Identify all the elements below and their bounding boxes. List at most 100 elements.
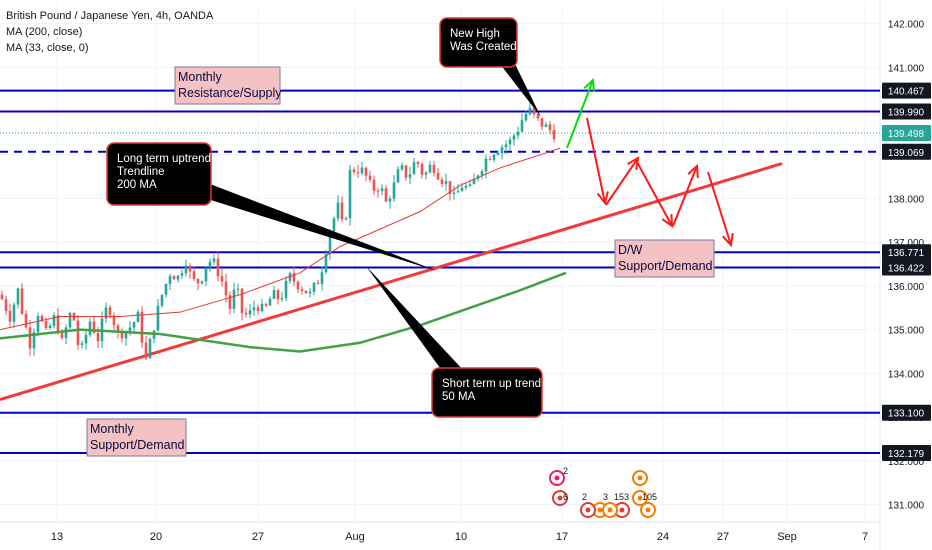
time-tick-label: 10: [455, 531, 467, 543]
price-tick-label: 135.000: [888, 326, 925, 337]
candle-body: [252, 307, 256, 311]
event-dot: [585, 507, 591, 513]
candle-body: [148, 338, 152, 359]
event-dot: [619, 507, 625, 513]
level-price-tag: [882, 244, 931, 261]
candle-body: [88, 321, 92, 335]
candle-body: [368, 175, 372, 180]
candle-body: [524, 114, 528, 121]
candle-body: [272, 290, 276, 299]
candle-body: [228, 295, 232, 309]
candle-body: [144, 342, 148, 359]
candle-body: [168, 276, 172, 284]
event-count-label: 3: [603, 492, 608, 502]
candle-body: [300, 289, 304, 291]
candle-body: [408, 174, 412, 178]
candle-body: [552, 130, 556, 139]
last-price-tag: [882, 125, 931, 142]
time-tick-label: 20: [150, 531, 162, 543]
candle-body: [364, 167, 368, 176]
candle-body: [320, 272, 324, 285]
candle-body: [232, 289, 236, 309]
candle-body: [256, 307, 260, 312]
candle-body: [472, 178, 476, 185]
candle-body: [324, 254, 328, 273]
candle-body: [248, 310, 252, 315]
level-price-tag: [882, 103, 931, 120]
event-dot: [637, 475, 643, 481]
event-dot: [557, 495, 563, 501]
price-tick-label: 134.000: [888, 369, 925, 380]
arrow-head: [687, 163, 699, 179]
candle-body: [84, 334, 88, 344]
candle-body: [544, 124, 548, 127]
candle-body: [188, 265, 192, 272]
monthly-resistance-label-text: Monthly: [178, 70, 223, 84]
candle-body: [352, 169, 356, 173]
candle-body: [484, 158, 488, 172]
price-axis[interactable]: 142.000141.000140.000139.000138.000137.0…: [882, 20, 931, 512]
dw-label-box: [614, 239, 715, 278]
candle-body: [532, 107, 536, 115]
candle-body: [516, 131, 520, 136]
candle-body: [8, 310, 12, 322]
price-tick-label: 141.000: [888, 63, 925, 74]
level-price-tag: [882, 404, 931, 421]
candle-body: [136, 311, 140, 323]
candle-body: [16, 288, 20, 305]
candle-body: [164, 283, 168, 295]
candle-body: [160, 294, 164, 306]
time-tick-label: 24: [657, 531, 669, 543]
candle-body: [496, 152, 500, 155]
time-tick-label: 27: [252, 531, 264, 543]
arrow-head: [596, 191, 609, 206]
chart-legend: British Pound / Japanese Yen, 4h, OANDA …: [6, 8, 213, 56]
event-count-label: 6: [563, 492, 568, 502]
long-term-callout-text: Trendline: [117, 166, 165, 178]
candle-body: [4, 299, 8, 311]
candle-body: [204, 267, 208, 282]
candle-body: [512, 135, 516, 140]
candle-body: [376, 190, 380, 192]
candle-body: [76, 320, 80, 345]
time-tick-label: Sep: [777, 531, 797, 543]
time-axis[interactable]: 13 20 27 Aug 10 17 24 27 Sep 7: [51, 531, 868, 543]
candle-body: [52, 315, 56, 326]
level-price-label: 133.100: [888, 409, 925, 420]
short-term-callout-box: [431, 367, 543, 418]
candle-body: [192, 271, 196, 279]
candle-body: [432, 164, 436, 173]
candle-body: [36, 315, 40, 333]
candle-body: [340, 202, 344, 220]
new-high-callout-box: [439, 17, 518, 68]
candle-body: [156, 305, 160, 331]
candle-body: [296, 281, 300, 290]
new-high-callout-text: New High: [450, 28, 500, 40]
time-tick-label: 17: [556, 531, 568, 543]
level-price-label: 139.069: [888, 148, 925, 159]
candle-body: [528, 107, 532, 115]
time-tick-label: 27: [717, 531, 729, 543]
candle-body: [416, 162, 420, 165]
candle-body: [96, 332, 100, 342]
candle-body: [56, 315, 60, 333]
monthly-support-label-box: [86, 418, 187, 457]
candle-body: [28, 327, 32, 349]
candle-body: [104, 307, 108, 319]
dw-label-text: D/W: [618, 243, 643, 257]
dw-label-text: Support/Demand: [618, 259, 713, 273]
level-price-label: 136.771: [888, 248, 925, 259]
candle-body: [384, 188, 388, 202]
level-price-tag: [882, 143, 931, 160]
candle-body: [220, 276, 224, 282]
annotations: Monthly Resistance/Supply D/W Support/Deman…: [86, 17, 715, 457]
level-price-label: 140.467: [888, 87, 925, 98]
candle-body: [40, 315, 44, 322]
candle-body: [428, 164, 432, 173]
candle-body: [240, 288, 244, 313]
candle-body: [348, 169, 352, 219]
long-term-callout-text: Long term uptrend: [117, 153, 211, 165]
candle-body: [548, 124, 552, 131]
event-count-label: 15: [614, 492, 624, 502]
